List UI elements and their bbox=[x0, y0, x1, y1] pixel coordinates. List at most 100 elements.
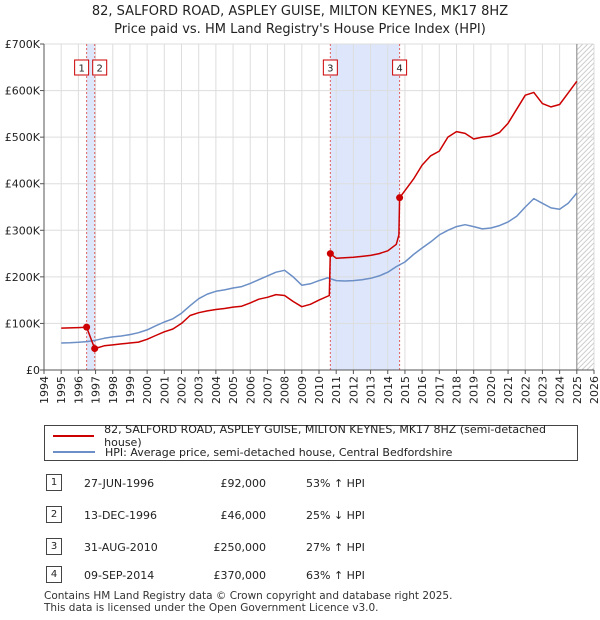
x-tick-label: 2021 bbox=[502, 376, 515, 404]
hatch-line bbox=[576, 192, 594, 211]
hatch-line bbox=[576, 97, 594, 116]
transaction-date: 27-JUN-1996 bbox=[84, 477, 155, 490]
hatch-line bbox=[576, 262, 594, 281]
series-line-hpi bbox=[61, 192, 578, 344]
hatch-line bbox=[576, 44, 589, 56]
transaction-date: 31-AUG-2010 bbox=[84, 541, 158, 554]
hatch-line bbox=[247, 44, 573, 370]
x-tick-label: 2000 bbox=[141, 376, 154, 404]
transaction-price: £250,000 bbox=[213, 541, 267, 554]
hatch-line bbox=[576, 292, 594, 311]
forecast-region bbox=[247, 44, 594, 370]
hatch-line bbox=[576, 177, 594, 196]
y-tick-label: £500K bbox=[5, 131, 41, 144]
legend-label-hpi: HPI: Average price, semi-detached house,… bbox=[105, 445, 453, 459]
shaded-range bbox=[86, 44, 95, 370]
x-tick-label: 2025 bbox=[571, 376, 584, 404]
x-tick-label: 2002 bbox=[176, 376, 189, 404]
hatch-line bbox=[576, 197, 594, 216]
hatch-line bbox=[576, 217, 594, 236]
legend-item-property: 82, SALFORD ROAD, ASPLEY GUISE, MILTON K… bbox=[53, 423, 577, 449]
x-tick-label: 2006 bbox=[244, 376, 257, 404]
transaction-marker bbox=[396, 194, 404, 202]
hatch-line bbox=[576, 52, 594, 71]
footer-copyright: Contains HM Land Registry data © Crown c… bbox=[44, 590, 453, 602]
x-tick-label: 2008 bbox=[279, 376, 292, 404]
transaction-price: £92,000 bbox=[220, 477, 267, 490]
hatch-line bbox=[576, 327, 594, 346]
footer-licence: This data is licensed under the Open Gov… bbox=[44, 602, 379, 614]
transaction-hpi: 25% ↓ HPI bbox=[306, 509, 365, 522]
hatch-line bbox=[576, 87, 594, 106]
chart-subtitle: Price paid vs. HM Land Registry's House … bbox=[114, 22, 486, 37]
transaction-number: 1 bbox=[46, 474, 62, 491]
hatch-line bbox=[576, 252, 594, 271]
transaction-marker bbox=[326, 250, 334, 258]
hatch-line bbox=[576, 257, 594, 276]
hatch-line bbox=[576, 207, 594, 226]
transaction-label: 3 bbox=[327, 64, 333, 75]
x-tick-label: 2003 bbox=[193, 376, 206, 404]
axes: £0 £100K £200K £300K £400K £500K £600K £700K 199… bbox=[5, 38, 600, 404]
x-tick-label: 2013 bbox=[365, 376, 378, 404]
y-tick-label: £400K bbox=[5, 178, 41, 191]
hatch-line bbox=[576, 82, 594, 101]
hatch-line bbox=[576, 44, 579, 46]
transaction-date: 09-SEP-2014 bbox=[84, 569, 155, 582]
hatch-line bbox=[576, 307, 594, 326]
x-tick-label: 2019 bbox=[468, 376, 481, 404]
hatch-line bbox=[576, 312, 594, 331]
x-tick-label: 2016 bbox=[416, 376, 429, 404]
legend-item-hpi: HPI: Average price, semi-detached house,… bbox=[53, 444, 452, 460]
price-chart: 1 2 3 4 £0 £100K £200K £300K £400K £500K £600K £70… bbox=[5, 38, 600, 404]
transaction-hpi: 53% ↑ HPI bbox=[306, 477, 365, 490]
x-tick-label: 2001 bbox=[158, 376, 171, 404]
legend-swatch-hpi bbox=[53, 451, 95, 453]
grid-lines bbox=[43, 43, 595, 371]
transaction-price: £370,000 bbox=[213, 569, 267, 582]
hatch-line bbox=[576, 147, 594, 166]
x-tick-label: 2010 bbox=[313, 376, 326, 404]
x-tick-label: 1998 bbox=[107, 376, 120, 404]
x-tick-label: 2023 bbox=[536, 376, 549, 404]
x-tick-label: 2022 bbox=[519, 376, 532, 404]
hatch-line bbox=[576, 322, 594, 341]
transaction-number: 4 bbox=[46, 566, 62, 583]
chart-title: 82, SALFORD ROAD, ASPLEY GUISE, MILTON K… bbox=[91, 4, 509, 19]
hatch-line bbox=[576, 182, 594, 201]
transaction-hpi: 63% ↑ HPI bbox=[306, 569, 365, 582]
hatch-line bbox=[576, 202, 594, 221]
y-tick-label: £100K bbox=[5, 317, 41, 330]
x-tick-label: 1995 bbox=[55, 376, 68, 404]
transaction-label: 2 bbox=[97, 64, 103, 75]
x-tick-label: 2004 bbox=[210, 376, 223, 404]
transaction-marker bbox=[91, 345, 99, 353]
series-line-property bbox=[61, 80, 578, 350]
y-tick-label: £700K bbox=[5, 38, 41, 51]
series-lines bbox=[61, 80, 578, 350]
y-tick-label: £200K bbox=[5, 271, 41, 284]
transaction-hpi: 27% ↑ HPI bbox=[306, 541, 365, 554]
transaction-number: 2 bbox=[46, 506, 62, 523]
x-tick-label: 2017 bbox=[433, 376, 446, 404]
hatch-line bbox=[576, 152, 594, 171]
legend-swatch-property bbox=[53, 435, 95, 437]
x-tick-label: 2024 bbox=[554, 376, 567, 404]
transaction-date: 13-DEC-1996 bbox=[84, 509, 158, 522]
hatch-line bbox=[576, 57, 594, 76]
transaction-markers bbox=[83, 194, 404, 353]
hatch-line bbox=[591, 367, 594, 370]
x-tick-label: 2009 bbox=[296, 376, 309, 404]
x-tick-label: 1996 bbox=[72, 376, 85, 404]
hatch-line bbox=[576, 142, 594, 161]
y-tick-label: £300K bbox=[5, 224, 41, 237]
transaction-number: 3 bbox=[46, 538, 62, 555]
y-tick-label: £600K bbox=[5, 85, 41, 98]
x-tick-label: 2020 bbox=[485, 376, 498, 404]
transaction-label: 4 bbox=[396, 64, 402, 75]
transaction-label: 1 bbox=[78, 64, 84, 75]
x-tick-label: 1999 bbox=[124, 376, 137, 404]
transaction-label-box bbox=[392, 59, 408, 76]
x-tick-label: 2018 bbox=[451, 376, 464, 404]
hatch-line bbox=[576, 187, 594, 206]
